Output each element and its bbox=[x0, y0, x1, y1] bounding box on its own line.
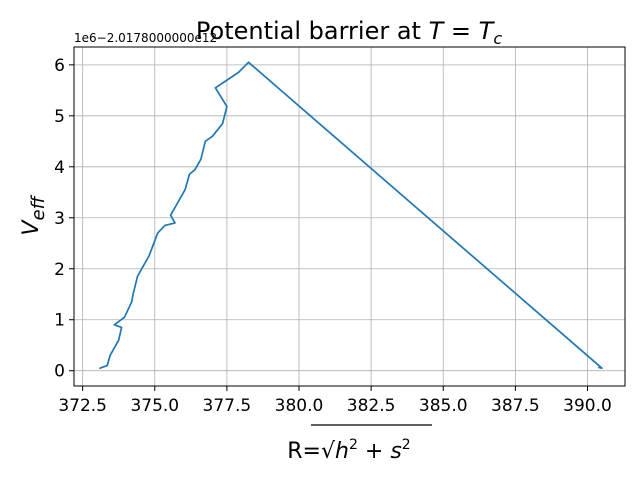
x-tick-label: 380.0 bbox=[275, 396, 324, 416]
plot-frame bbox=[73, 46, 626, 387]
series-layer bbox=[99, 61, 603, 370]
x-tick-label: 377.5 bbox=[203, 396, 252, 416]
x-tick-label: 382.5 bbox=[347, 396, 396, 416]
x-axis-ticks: 372.5 375.0 377.5 380.0 382.5 385.0 387.5 390.0 bbox=[58, 386, 612, 416]
y-axis-ticks: 0 1 2 3 4 5 6 bbox=[54, 56, 74, 382]
y-tick-label: 6 bbox=[54, 56, 65, 76]
x-tick-label: 387.5 bbox=[491, 396, 540, 416]
y-tick-label: 4 bbox=[54, 158, 65, 178]
x-tick-label: 390.0 bbox=[563, 396, 612, 416]
y-tick-label: 0 bbox=[54, 362, 65, 382]
series-line bbox=[99, 61, 603, 370]
y-axis-label: Veff bbox=[19, 194, 49, 235]
y-tick-label: 1 bbox=[54, 311, 65, 331]
y-tick-label: 2 bbox=[54, 260, 65, 280]
chart-title: Potential barrier at T = Tc bbox=[196, 17, 502, 48]
y-tick-label: 3 bbox=[54, 209, 65, 229]
x-axis-label: R=√h2 + s2 bbox=[287, 437, 410, 464]
y-offset-text: 1e6−2.0178000000e12 bbox=[74, 31, 217, 45]
grid bbox=[74, 47, 625, 386]
x-tick-label: 385.0 bbox=[419, 396, 468, 416]
y-tick-label: 5 bbox=[54, 107, 65, 127]
x-tick-label: 372.5 bbox=[58, 396, 107, 416]
x-tick-label: 375.0 bbox=[130, 396, 179, 416]
